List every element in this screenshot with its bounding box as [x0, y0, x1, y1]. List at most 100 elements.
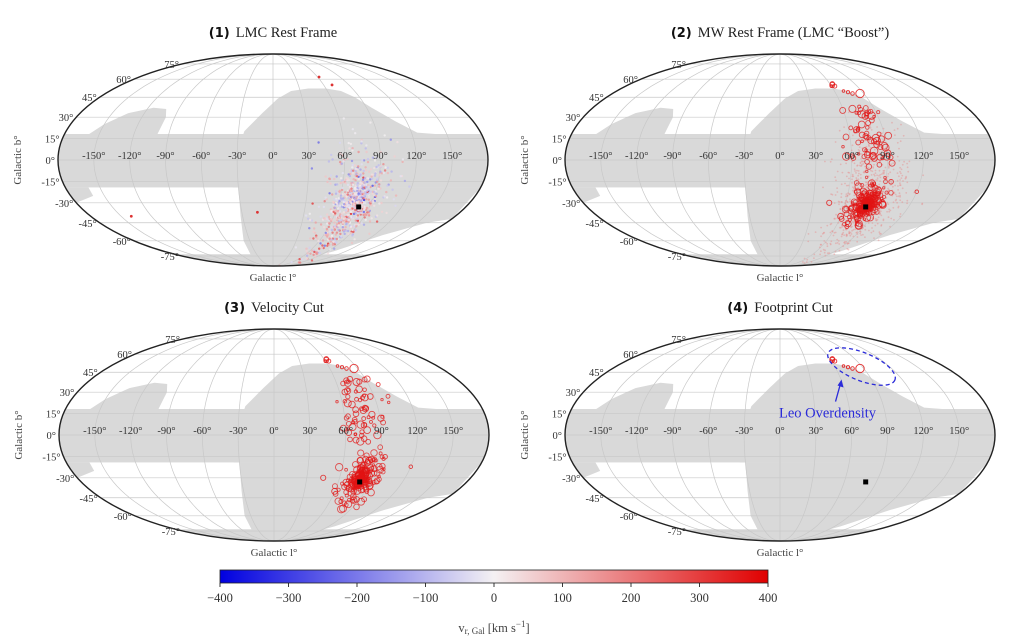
- star-point: [357, 165, 360, 168]
- x-tick-label: -90°: [156, 151, 174, 162]
- star-point: [335, 223, 339, 226]
- star-point: [351, 163, 354, 167]
- star-marker: [826, 199, 833, 206]
- star-point: [363, 212, 366, 216]
- star-point: [389, 138, 392, 141]
- star-point: [839, 163, 842, 166]
- star-point: [828, 252, 831, 255]
- star-point: [393, 155, 396, 158]
- x-axis-label: Galactic l°: [757, 272, 804, 284]
- star-point: [889, 171, 892, 174]
- star-marker: [352, 436, 360, 444]
- star-marker: [339, 424, 347, 432]
- star-point: [341, 154, 344, 157]
- star-point: [882, 190, 884, 193]
- star-point: [379, 165, 382, 168]
- y-tick-label: -15°: [548, 453, 566, 464]
- star-point: [873, 163, 875, 166]
- star-point: [364, 201, 367, 205]
- star-point: [899, 196, 901, 198]
- star-point: [890, 217, 893, 220]
- star-marker: [866, 213, 875, 222]
- star-point: [363, 194, 366, 198]
- star-point: [373, 166, 376, 170]
- star-point: [849, 231, 852, 234]
- star-point: [836, 187, 838, 190]
- y-tick-label: 45°: [589, 93, 604, 104]
- y-tick-label: -30°: [562, 474, 580, 485]
- star-point: [846, 248, 849, 250]
- star-marker: [876, 110, 881, 115]
- star-point: [364, 190, 367, 194]
- star-point: [845, 204, 848, 206]
- panel-title-text: MW Rest Frame (LMC “Boost”): [698, 25, 890, 41]
- star-point: [370, 173, 374, 176]
- star-point: [844, 182, 846, 185]
- star-point: [333, 206, 337, 210]
- y-tick-label: 0°: [47, 431, 56, 442]
- y-tick-label: -30°: [562, 199, 580, 210]
- star-marker: [335, 463, 344, 472]
- star-point: [845, 233, 848, 236]
- panel-number: (1): [209, 26, 230, 41]
- star-point: [373, 194, 376, 197]
- star-point: [848, 232, 851, 235]
- star-point: [849, 193, 851, 195]
- star-point: [845, 207, 848, 210]
- star-marker: [353, 503, 360, 511]
- star-marker: [888, 190, 894, 196]
- star-point: [308, 227, 311, 230]
- star-point: [370, 217, 373, 220]
- star-marker: [342, 398, 348, 404]
- star-marker: [376, 465, 384, 474]
- star-point: [875, 179, 877, 181]
- y-tick-label: -45°: [78, 219, 96, 230]
- star-point: [361, 205, 364, 208]
- star-point: [380, 201, 383, 205]
- star-point: [349, 210, 353, 214]
- star-point: [341, 212, 344, 215]
- star-point: [375, 214, 379, 217]
- star-point: [363, 181, 366, 184]
- star-point: [873, 173, 875, 176]
- star-point: [345, 223, 348, 226]
- star-point: [889, 225, 891, 228]
- star-point: [905, 192, 908, 194]
- star-point: [351, 172, 354, 175]
- y-tick-label: -75°: [668, 527, 686, 538]
- star-point: [814, 231, 817, 234]
- star-point: [323, 200, 326, 203]
- x-tick-label: 60°: [844, 151, 859, 162]
- star-point: [362, 172, 365, 175]
- star-point: [881, 132, 883, 135]
- star-point: [879, 210, 882, 213]
- star-point: [896, 201, 898, 204]
- star-point: [813, 257, 815, 259]
- x-axis-label: Galactic l°: [250, 272, 297, 284]
- star-point: [847, 242, 850, 245]
- star-point: [356, 167, 359, 171]
- star-point: [311, 249, 314, 252]
- star-point: [857, 149, 860, 151]
- star-point: [354, 195, 357, 199]
- star-point: [333, 221, 336, 224]
- panel-number: (3): [224, 301, 245, 316]
- star-point: [365, 198, 368, 201]
- star-point: [889, 209, 892, 212]
- star-point: [823, 240, 826, 242]
- star-point: [867, 222, 870, 224]
- y-axis-label: Galactic b°: [519, 135, 531, 184]
- meridian-line: [94, 329, 275, 541]
- star-point: [859, 173, 862, 176]
- lmc-center-marker: [357, 479, 363, 485]
- star-point: [367, 195, 371, 199]
- star-marker: [345, 387, 351, 393]
- star-point: [857, 178, 860, 181]
- star-point: [362, 210, 366, 214]
- star-marker: [386, 400, 391, 405]
- star-marker: [876, 131, 882, 137]
- star-point: [888, 210, 891, 213]
- star-point: [844, 242, 846, 245]
- colorbar-tick-label: 0: [491, 591, 497, 605]
- colorbar-gradient: [219, 569, 769, 584]
